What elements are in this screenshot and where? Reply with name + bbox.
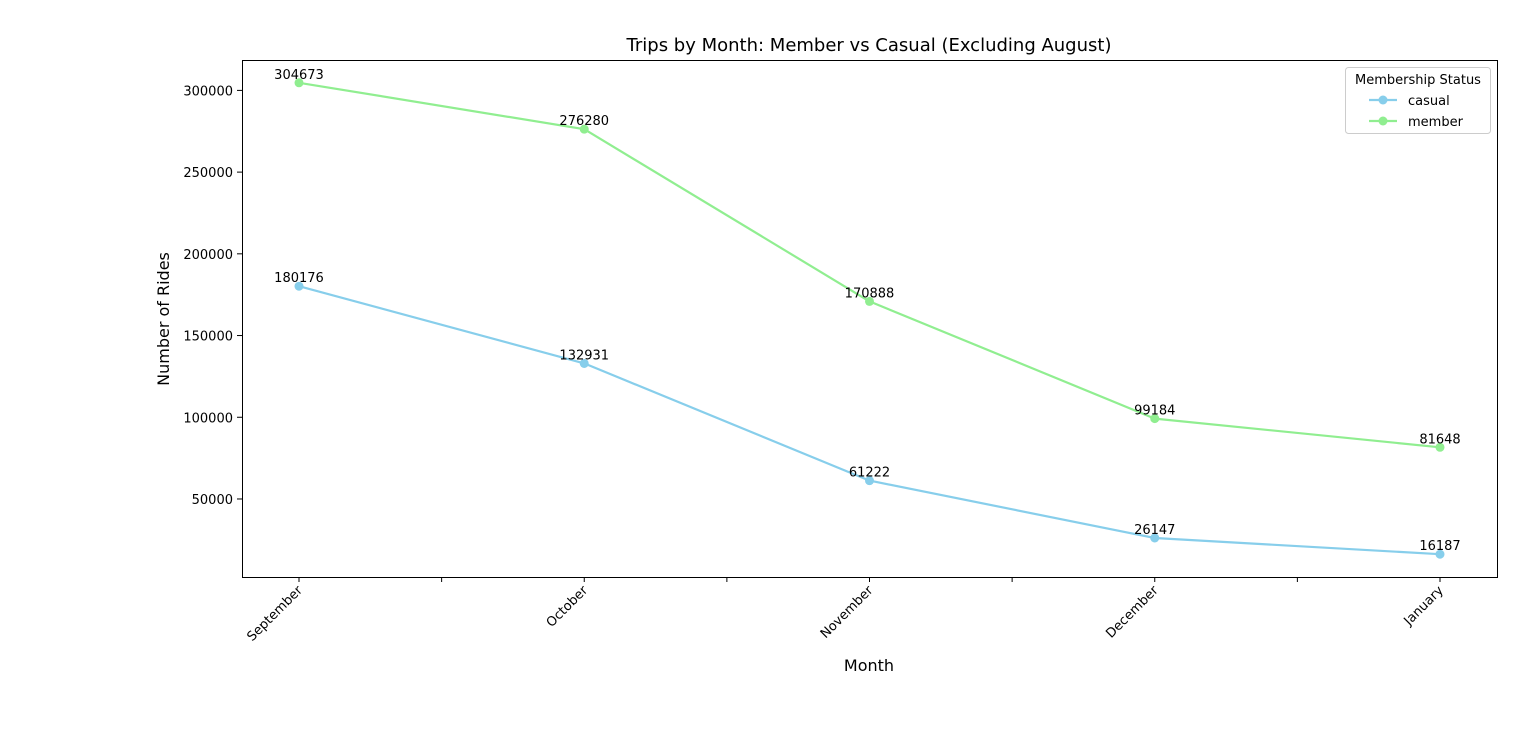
legend-marker-casual [1378, 95, 1388, 105]
data-point-casual [579, 358, 589, 368]
data-point-casual [294, 281, 304, 291]
x-tick-label: December [1103, 583, 1162, 642]
data-point-casual [1150, 533, 1160, 543]
x-tick-label: January [1401, 583, 1447, 629]
data-label-casual: 132931 [559, 348, 609, 363]
legend-label-casual: casual [1408, 94, 1450, 109]
data-point-casual [865, 476, 874, 486]
data-point-member [1150, 414, 1160, 424]
legend-title: Membership Status [1355, 73, 1481, 88]
data-point-member [579, 124, 589, 134]
y-tick-label: 250000 [183, 166, 233, 181]
legend: Membership Status casual member [1345, 67, 1491, 134]
data-point-member [1435, 442, 1445, 452]
y-tick-label: 100000 [183, 411, 233, 426]
data-label-casual: 180176 [274, 271, 324, 286]
y-tick-label: 200000 [183, 248, 233, 263]
plot-frame [242, 60, 1498, 578]
x-axis-label: Month [844, 656, 894, 675]
series-line-casual [297, 285, 1442, 556]
plot-area: 50000 100000 150000 200000 250000 300000 Septe… [183, 60, 1498, 645]
y-tick-label: 50000 [192, 493, 233, 508]
data-label-casual: 61222 [849, 466, 890, 481]
data-label-member: 81648 [1419, 432, 1460, 447]
data-label-member: 276280 [559, 114, 609, 129]
x-tick-label: October [544, 583, 592, 631]
data-label-member: 304673 [274, 68, 324, 83]
x-tick-label: September [244, 583, 306, 645]
legend-marker-member [1378, 116, 1388, 126]
series-line-member [297, 81, 1442, 449]
data-point-casual [1435, 549, 1445, 559]
y-tick-label: 300000 [183, 84, 233, 99]
data-label-casual: 16187 [1419, 539, 1460, 554]
legend-label-member: member [1408, 115, 1464, 130]
data-label-casual: 26147 [1134, 523, 1175, 538]
chart-title: Trips by Month: Member vs Casual (Exclud… [626, 35, 1112, 56]
y-axis-label: Number of Rides [154, 252, 173, 386]
x-tick-label: November [818, 583, 877, 642]
y-tick-label: 150000 [183, 330, 233, 345]
data-point-member [294, 78, 304, 88]
data-label-member: 99184 [1134, 404, 1175, 419]
data-label-member: 170888 [845, 286, 895, 301]
data-point-member [865, 296, 874, 306]
